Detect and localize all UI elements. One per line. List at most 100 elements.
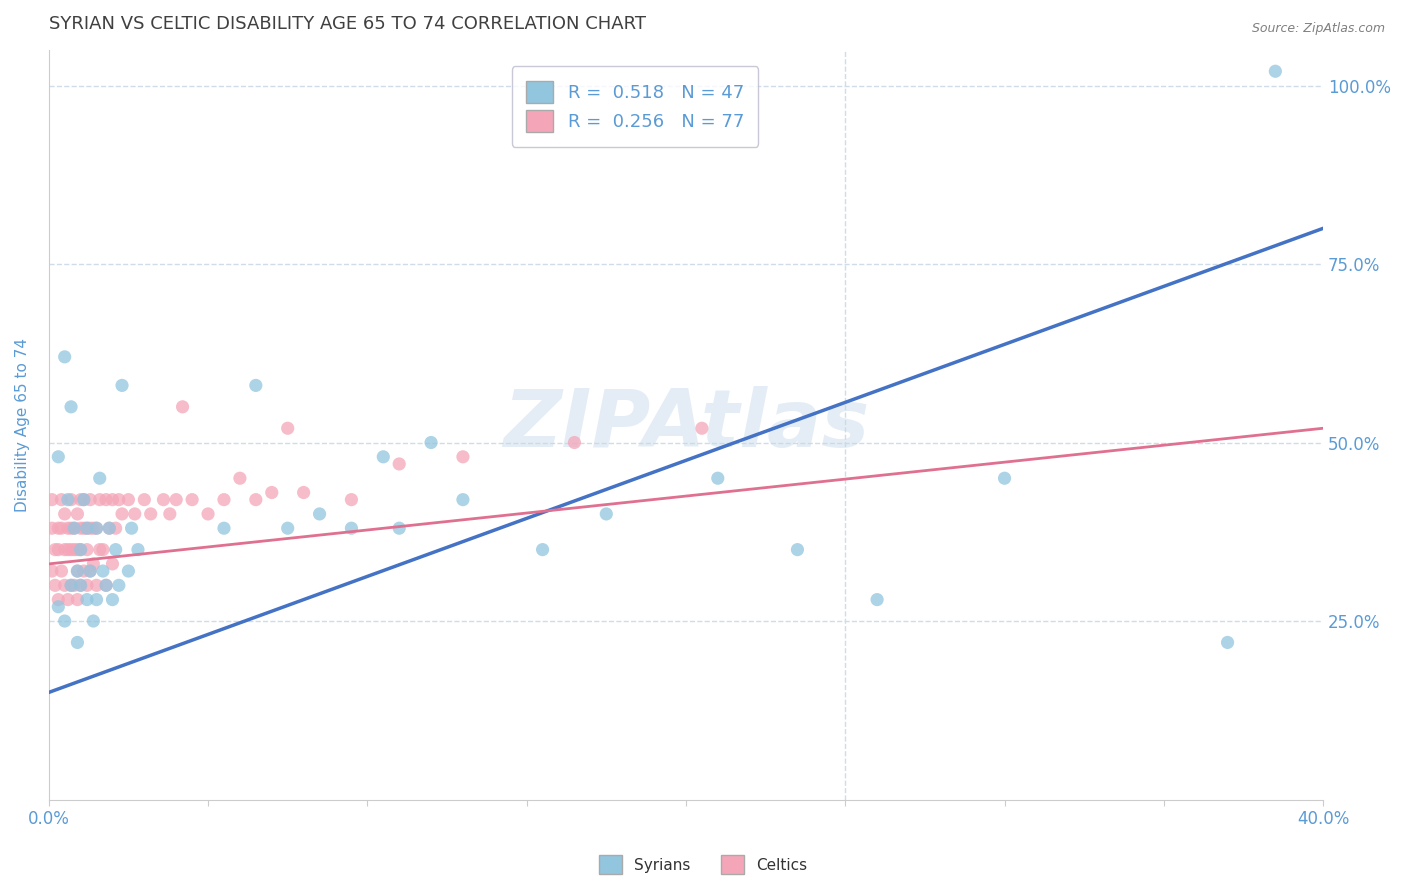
Point [165, 492, 187, 507]
Point [388, 521, 411, 535]
Point [60, 400, 83, 414]
Point [373, 450, 395, 464]
Point [46, 592, 69, 607]
Point [121, 521, 143, 535]
Point [60, 578, 83, 592]
Point [89, 542, 111, 557]
Point [101, 557, 124, 571]
Legend: R =  0.518   N = 47, R =  0.256   N = 77: R = 0.518 N = 47, R = 0.256 N = 77 [512, 66, 758, 146]
Point [60, 578, 83, 592]
Point [595, 507, 617, 521]
Point [98, 521, 121, 535]
Point [866, 592, 889, 607]
Point [134, 492, 156, 507]
Point [564, 435, 586, 450]
Point [76, 521, 98, 535]
Point [69, 542, 91, 557]
Point [139, 507, 162, 521]
Point [308, 507, 330, 521]
Point [66, 564, 89, 578]
Point [53, 614, 76, 628]
Point [340, 521, 363, 535]
Point [76, 542, 98, 557]
Point [73, 492, 96, 507]
Point [41, 564, 63, 578]
Point [451, 492, 474, 507]
Point [60, 542, 83, 557]
Point [51, 521, 73, 535]
Point [340, 492, 363, 507]
Point [79, 521, 101, 535]
Point [44, 578, 66, 592]
Point [73, 492, 96, 507]
Point [292, 485, 315, 500]
Point [63, 578, 86, 592]
Point [91, 542, 114, 557]
Point [56, 542, 79, 557]
Point [111, 378, 134, 392]
Point [786, 542, 808, 557]
Point [51, 492, 73, 507]
Point [117, 564, 139, 578]
Y-axis label: Disability Age 65 to 74: Disability Age 65 to 74 [15, 338, 30, 512]
Point [172, 400, 194, 414]
Point [451, 450, 474, 464]
Point [1216, 635, 1239, 649]
Point [76, 592, 98, 607]
Point [76, 521, 98, 535]
Point [108, 492, 131, 507]
Point [127, 542, 149, 557]
Point [690, 421, 713, 435]
Point [44, 542, 66, 557]
Point [82, 614, 104, 628]
Point [86, 521, 108, 535]
Point [277, 421, 299, 435]
Point [46, 521, 69, 535]
Point [46, 599, 69, 614]
Point [159, 507, 181, 521]
Point [277, 521, 299, 535]
Point [104, 521, 127, 535]
Point [82, 521, 104, 535]
Point [79, 492, 101, 507]
Point [101, 592, 124, 607]
Point [41, 492, 63, 507]
Point [46, 450, 69, 464]
Text: Source: ZipAtlas.com: Source: ZipAtlas.com [1251, 22, 1385, 36]
Point [66, 635, 89, 649]
Point [51, 564, 73, 578]
Point [197, 507, 219, 521]
Point [69, 492, 91, 507]
Point [91, 564, 114, 578]
Point [73, 521, 96, 535]
Point [56, 521, 79, 535]
Point [531, 542, 554, 557]
Point [73, 564, 96, 578]
Point [993, 471, 1015, 485]
Point [86, 592, 108, 607]
Point [53, 578, 76, 592]
Point [53, 542, 76, 557]
Text: ZIPAtlas: ZIPAtlas [503, 385, 869, 464]
Text: SYRIAN VS CELTIC DISABILITY AGE 65 TO 74 CORRELATION CHART: SYRIAN VS CELTIC DISABILITY AGE 65 TO 74… [49, 15, 645, 33]
Point [69, 521, 91, 535]
Point [94, 578, 117, 592]
Point [82, 557, 104, 571]
Point [41, 521, 63, 535]
Point [124, 507, 146, 521]
Point [66, 542, 89, 557]
Point [53, 350, 76, 364]
Point [101, 492, 124, 507]
Point [94, 492, 117, 507]
Point [66, 507, 89, 521]
Point [69, 578, 91, 592]
Point [46, 542, 69, 557]
Point [1264, 64, 1286, 78]
Point [56, 492, 79, 507]
Point [104, 542, 127, 557]
Point [181, 492, 204, 507]
Point [63, 521, 86, 535]
Point [63, 542, 86, 557]
Point [89, 471, 111, 485]
Point [76, 578, 98, 592]
